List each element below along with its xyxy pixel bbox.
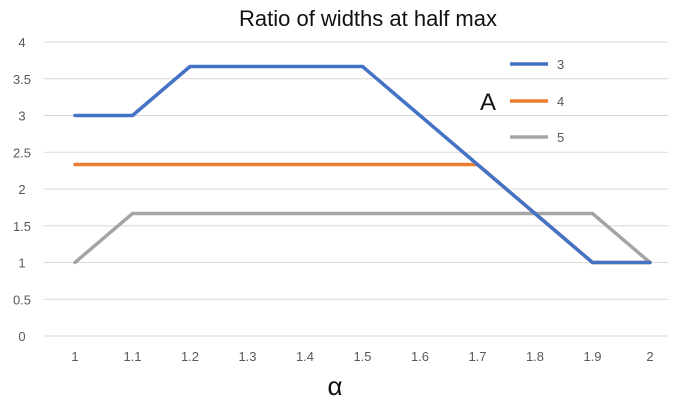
y-tick-label: 4 [18, 35, 25, 50]
x-tick-label: 2 [646, 349, 653, 364]
x-tick-label: 1.9 [583, 349, 601, 364]
series-line-5 [73, 211, 652, 265]
x-tick-label: 1.5 [353, 349, 371, 364]
x-tick-label: 1 [71, 349, 78, 364]
x-tick-label: 1.1 [123, 349, 141, 364]
series-line-3 [73, 64, 652, 265]
y-tick-label: 2 [18, 182, 25, 197]
y-tick-label: 0 [18, 329, 25, 344]
x-tick-label: 1.7 [468, 349, 486, 364]
y-tick-label: 1 [18, 256, 25, 271]
grid-lines [44, 41, 668, 337]
y-tick-label: 0.5 [13, 292, 31, 307]
y-tick-label: 3 [18, 109, 25, 124]
chart-title: Ratio of widths at half max [239, 6, 497, 31]
x-tick-label: 1.4 [296, 349, 314, 364]
legend-label: 5 [557, 130, 564, 145]
y-tick-label: 2.5 [13, 145, 31, 160]
x-axis-label: α [327, 371, 342, 401]
y-tick-label: 1.5 [13, 219, 31, 234]
legend-label: 3 [557, 57, 564, 72]
x-tick-label: 1.6 [411, 349, 429, 364]
legend: 3 4 5 [510, 57, 564, 145]
x-axis-ticks: 1 1.1 1.2 1.3 1.4 1.5 1.6 1.7 1.8 1.9 2 [71, 349, 653, 364]
x-tick-label: 1.3 [238, 349, 256, 364]
y-tick-label: 3.5 [13, 72, 31, 87]
x-tick-label: 1.2 [181, 349, 199, 364]
series-lines [73, 64, 652, 265]
legend-label: 4 [557, 94, 564, 109]
legend-title: A [480, 89, 496, 116]
y-axis-ticks: 0 0.5 1 1.5 2 2.5 3 3.5 4 [13, 35, 31, 344]
x-tick-label: 1.8 [526, 349, 544, 364]
